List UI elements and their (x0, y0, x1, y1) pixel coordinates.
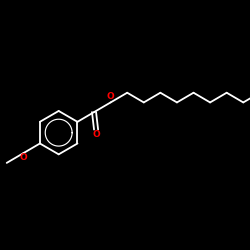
Text: O: O (20, 153, 27, 162)
Text: O: O (92, 130, 100, 139)
Text: O: O (107, 92, 114, 101)
